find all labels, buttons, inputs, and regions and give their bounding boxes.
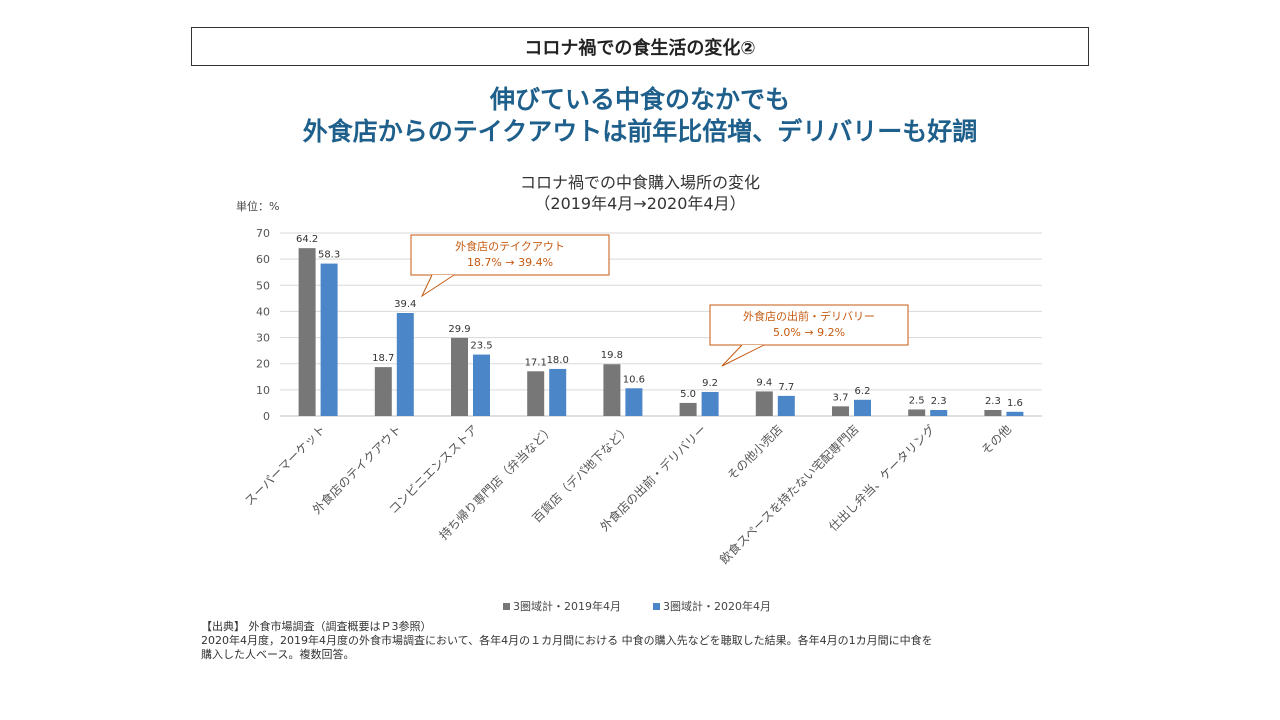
data-label: 6.2 bbox=[855, 386, 871, 397]
bar-2019 bbox=[451, 337, 468, 416]
legend[interactable]: 3圏域計・2019年4月 3圏域計・2020年4月 bbox=[503, 599, 771, 613]
bar-2020 bbox=[625, 388, 643, 416]
gridlines bbox=[280, 232, 1042, 417]
chart-title-line2: （2019年4月→2020年4月） bbox=[534, 194, 746, 213]
legend-label: 3圏域計・2020年4月 bbox=[663, 599, 771, 613]
y-tick-label: 60 bbox=[256, 253, 270, 266]
callout-pointer bbox=[721, 344, 765, 367]
data-label: 17.1 bbox=[525, 357, 547, 368]
data-label: 23.5 bbox=[470, 341, 492, 352]
bar-2019 bbox=[679, 402, 697, 416]
category-label: その他小売店 bbox=[724, 422, 786, 484]
data-label: 18.7 bbox=[372, 353, 394, 364]
callout-title: 外食店の出前・デリバリー bbox=[743, 309, 875, 323]
callout-pointer bbox=[420, 274, 455, 298]
headline-line2: 外食店からのテイクアウトは前年比倍増、デリバリーも好調 bbox=[302, 117, 978, 146]
bar-2019 bbox=[755, 391, 773, 416]
headline-line1: 伸びている中食のなかでも bbox=[489, 85, 790, 114]
callout-box bbox=[410, 234, 610, 276]
bar-2019 bbox=[832, 406, 849, 416]
y-tick-label: 20 bbox=[256, 358, 270, 371]
data-label: 64.2 bbox=[296, 234, 318, 245]
callout-values: 5.0% → 9.2% bbox=[773, 326, 845, 339]
bar-2019 bbox=[298, 248, 316, 416]
callout-title: 外食店のテイクアウト bbox=[455, 239, 565, 253]
bar-2019 bbox=[603, 364, 621, 416]
legend-item-2020[interactable]: 3圏域計・2020年4月 bbox=[653, 599, 771, 613]
slide-title: コロナ禍での食生活の変化② bbox=[191, 27, 1089, 66]
data-label: 19.8 bbox=[601, 350, 623, 361]
category-labels: スーパーマーケット外食店のテイクアウトコンビニエンスストア持ち帰り専門店（弁当な… bbox=[242, 422, 1014, 567]
y-tick-label: 30 bbox=[256, 332, 270, 345]
y-tick-label: 70 bbox=[256, 227, 270, 240]
data-label: 10.6 bbox=[623, 374, 645, 385]
source-line2: 2020年4月度，2019年4月度の外食市場調査において、各年4月の１カ月間にお… bbox=[201, 634, 933, 647]
bar-2020 bbox=[320, 263, 338, 416]
source-line1: 【出典】 外食市場調査（調査概要はＰ3参照） bbox=[201, 620, 432, 633]
data-label: 2.3 bbox=[931, 396, 947, 407]
category-label: 飲食スペースを持たない宅配専門店 bbox=[716, 422, 861, 567]
legend-label: 3圏域計・2019年4月 bbox=[513, 599, 621, 613]
legend-swatch bbox=[503, 603, 510, 610]
data-label: 58.3 bbox=[318, 250, 340, 261]
callout-values: 18.7% → 39.4% bbox=[467, 256, 553, 269]
data-label: 2.5 bbox=[909, 395, 925, 406]
data-label: 5.0 bbox=[680, 389, 696, 400]
source-line3: 購入した人ベース。複数回答。 bbox=[201, 648, 355, 661]
category-label: スーパーマーケット bbox=[242, 422, 328, 508]
bar-2019 bbox=[374, 367, 392, 416]
bar-2019 bbox=[984, 409, 1002, 416]
chart-title-line1: コロナ禍での中食購入場所の変化 bbox=[519, 173, 760, 192]
y-axis: 0 10 20 30 40 50 60 70 bbox=[256, 227, 270, 423]
data-label: 29.9 bbox=[448, 324, 470, 335]
data-label: 39.4 bbox=[394, 299, 416, 310]
bar-2019 bbox=[527, 371, 545, 416]
data-label: 1.6 bbox=[1007, 398, 1023, 409]
category-label: その他 bbox=[979, 422, 1014, 457]
source-note: 【出典】 外食市場調査（調査概要はＰ3参照） 2020年4月度，2019年4月度… bbox=[201, 620, 1101, 662]
y-tick-label: 10 bbox=[256, 384, 270, 397]
bar-2020 bbox=[473, 354, 490, 416]
y-tick-label: 40 bbox=[256, 305, 270, 318]
y-tick-label: 0 bbox=[263, 410, 270, 423]
data-label: 7.7 bbox=[778, 382, 794, 393]
legend-swatch bbox=[653, 603, 660, 610]
callout-box bbox=[709, 304, 909, 346]
data-label: 18.0 bbox=[547, 355, 569, 366]
bar-2020 bbox=[549, 368, 567, 416]
bar-2020 bbox=[701, 391, 719, 416]
legend-item-2019[interactable]: 3圏域計・2019年4月 bbox=[503, 599, 621, 613]
headline: 伸びている中食のなかでも 外食店からのテイクアウトは前年比倍増、デリバリーも好調 bbox=[0, 84, 1280, 148]
annotations: 外食店のテイクアウト 18.7% → 39.4% 外食店の出前・デリバリー 5.0% … bbox=[410, 234, 909, 367]
bar-2020 bbox=[930, 409, 948, 416]
y-tick-label: 50 bbox=[256, 279, 270, 292]
bar-2020 bbox=[396, 312, 414, 416]
data-label: 9.2 bbox=[702, 378, 718, 389]
data-label: 2.3 bbox=[985, 396, 1001, 407]
bars: 64.258.3 18.7 39.4 29.923.5 17.1 18.0 19.8 10.6… bbox=[296, 234, 1024, 416]
data-label: 3.7 bbox=[833, 392, 849, 403]
chart-title: コロナ禍での中食購入場所の変化 （2019年4月→2020年4月） bbox=[390, 172, 890, 214]
unit-label: 単位：% bbox=[236, 199, 279, 213]
data-label: 9.4 bbox=[756, 377, 772, 388]
bar-2020 bbox=[854, 399, 871, 416]
bar-2020 bbox=[1006, 411, 1024, 416]
bar-2020 bbox=[777, 395, 795, 416]
bar-2019 bbox=[908, 409, 926, 416]
